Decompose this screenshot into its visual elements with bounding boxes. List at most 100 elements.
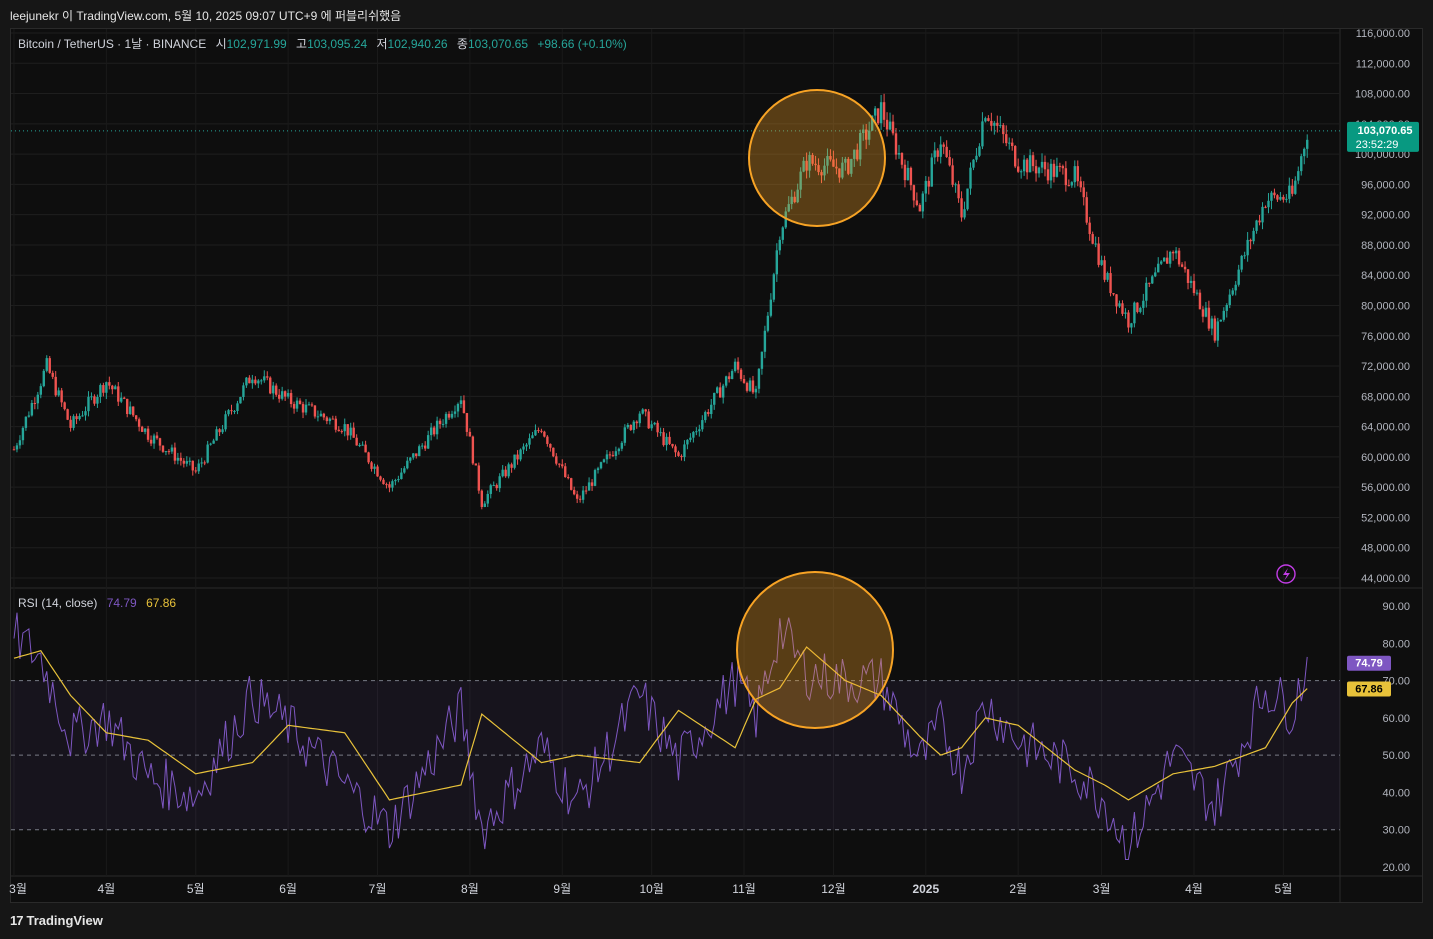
candle-body <box>1130 323 1133 328</box>
candle-body <box>1127 312 1130 328</box>
candle-body <box>1124 312 1127 314</box>
open-value: 102,971.99 <box>226 37 287 51</box>
candle-body <box>894 133 898 155</box>
candle-body <box>286 393 290 397</box>
candle-body <box>638 413 641 424</box>
symbol-label[interactable]: Bitcoin / TetherUS · 1날 · BINANCE <box>18 37 207 51</box>
candle-body <box>1067 185 1071 187</box>
candle-body <box>337 429 340 432</box>
rsi-title[interactable]: RSI (14, close) <box>18 596 98 610</box>
candle-body <box>465 413 469 432</box>
candle-body <box>403 468 406 473</box>
candle-body <box>480 490 484 507</box>
candle-body <box>1279 196 1282 200</box>
candle-body <box>1216 321 1220 341</box>
price-tick-label: 80,000.00 <box>1361 301 1410 313</box>
candle-body <box>1133 302 1136 324</box>
candle-body <box>516 454 519 460</box>
candle-body <box>438 420 442 425</box>
candle-body <box>304 404 308 413</box>
candle-body <box>349 427 352 436</box>
candle-body <box>957 184 960 199</box>
candle-body <box>1213 318 1217 341</box>
time-tick-label: 5월 <box>1275 882 1293 896</box>
candle-body <box>1225 305 1228 311</box>
candle-body <box>951 165 954 185</box>
candle-body <box>325 417 329 422</box>
candle-body <box>298 400 302 405</box>
candle-body <box>891 121 895 134</box>
candle-body <box>200 462 203 464</box>
candle-body <box>504 469 507 477</box>
candle-body <box>721 385 725 398</box>
rsi-tick-label: 40.00 <box>1382 787 1410 799</box>
candle-body <box>182 460 186 464</box>
candle-body <box>1031 155 1035 167</box>
candle-body <box>93 396 96 404</box>
candle-body <box>1186 269 1190 283</box>
candle-body <box>60 390 63 403</box>
candle-body <box>1297 171 1300 181</box>
candle-body <box>984 118 987 122</box>
candle-body <box>1162 257 1166 262</box>
candle-body <box>680 455 683 458</box>
candle-body <box>993 122 996 126</box>
candle-body <box>906 167 910 181</box>
candle-body <box>459 400 463 404</box>
candle-body <box>1025 159 1029 173</box>
candle-body <box>1046 169 1050 181</box>
candle-body <box>310 404 314 406</box>
candle-body <box>1210 318 1214 329</box>
candle-body <box>36 394 40 404</box>
candle-body <box>334 418 338 430</box>
tradingview-logo-icon[interactable]: 17 <box>10 913 24 928</box>
candle-body <box>123 397 126 399</box>
candle-body <box>352 427 355 438</box>
candle-body <box>373 466 376 469</box>
candle-body <box>969 167 972 189</box>
candle-body <box>45 358 48 371</box>
candle-body <box>814 163 817 166</box>
candle-body <box>552 447 555 457</box>
time-tick-label: 9월 <box>553 882 571 896</box>
candle-body <box>620 442 624 449</box>
candle-body <box>790 196 793 205</box>
rsi-ma-badge-label: 67.86 <box>1355 684 1383 696</box>
candle-body <box>173 447 177 461</box>
candle-body <box>1106 273 1109 280</box>
candle-body <box>313 405 317 417</box>
time-tick-label: 2025 <box>912 882 939 896</box>
candle-body <box>704 412 707 421</box>
candle-body <box>748 380 752 391</box>
candle-body <box>996 122 999 126</box>
candle-body <box>501 469 504 477</box>
last-price-label: 103,070.65 <box>1357 125 1412 137</box>
candle-body <box>865 129 868 140</box>
candle-body <box>879 102 883 124</box>
candle-body <box>543 431 546 437</box>
candle-body <box>844 158 847 163</box>
candle-body <box>873 108 877 116</box>
candle-body <box>212 440 215 444</box>
candle-body <box>912 185 916 201</box>
candle-body <box>662 432 665 446</box>
candle-body <box>1165 257 1169 264</box>
candle-body <box>1240 255 1243 270</box>
candle-body <box>963 209 966 218</box>
chart-frame[interactable] <box>10 28 1423 903</box>
candle-body <box>972 159 975 168</box>
candle-body <box>736 361 740 370</box>
candle-body <box>1094 243 1097 245</box>
candle-body <box>1237 269 1240 285</box>
candle-body <box>1070 182 1074 186</box>
time-tick-label: 4월 <box>1185 882 1203 896</box>
candle-body <box>692 432 695 438</box>
candle-body <box>1049 163 1053 181</box>
brand-name[interactable]: TradingView <box>26 913 103 928</box>
candle-body <box>1160 261 1163 264</box>
candle-body <box>835 166 838 169</box>
candle-body <box>1139 307 1142 312</box>
candle-body <box>1082 187 1085 198</box>
candle-body <box>340 431 343 433</box>
